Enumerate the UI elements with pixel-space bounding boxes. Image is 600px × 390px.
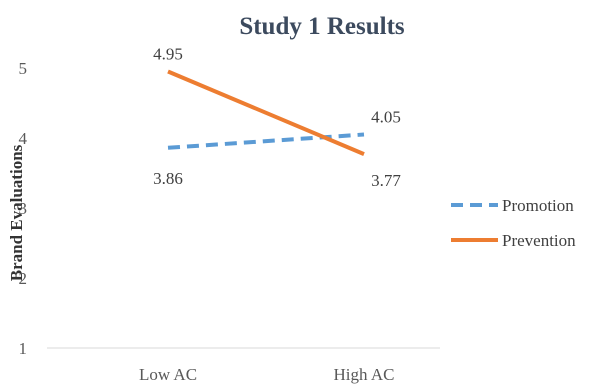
y-tick-label: 1 (19, 339, 28, 358)
data-label-promotion: 3.86 (153, 169, 183, 188)
data-label-promotion: 4.05 (371, 108, 401, 127)
legend: Promotion Prevention (451, 196, 576, 250)
series-line-promotion (167, 132, 365, 150)
x-tick-label: High AC (334, 365, 395, 384)
y-tick-label: 4 (19, 129, 28, 148)
y-tick-label: 5 (19, 59, 28, 78)
y-tick-label: 2 (19, 269, 28, 288)
y-axis-label: Brand Evaluations (7, 144, 26, 281)
data-label-prevention: 3.77 (371, 171, 401, 190)
x-tick-label: Low AC (139, 365, 197, 384)
data-labels: 3.86 4.05 4.95 3.77 (153, 45, 401, 191)
legend-label-promotion: Promotion (502, 196, 574, 215)
y-tick-labels: 1 2 3 4 5 (19, 59, 28, 358)
series-lines (167, 69, 365, 156)
data-label-prevention: 4.95 (153, 45, 183, 64)
legend-label-prevention: Prevention (502, 231, 576, 250)
chart-title: Study 1 Results (239, 13, 405, 40)
x-tick-labels: Low AC High AC (139, 365, 395, 384)
y-tick-label: 3 (19, 199, 28, 218)
series-line-prevention (167, 69, 365, 156)
